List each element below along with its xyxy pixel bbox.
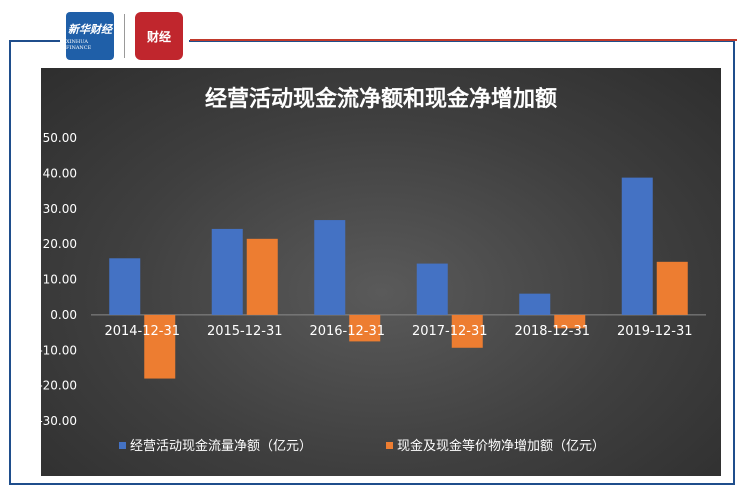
- logo-left-cn: 新华财经: [68, 23, 112, 36]
- y-axis: 50.00 40.00 30.00 20.00 10.00 0.00 -10.00 -20.0…: [41, 131, 706, 428]
- bar-series1: [519, 293, 551, 315]
- bar-series1: [416, 263, 448, 315]
- bar-series2: [144, 314, 176, 379]
- logo-right-cn: 财经: [146, 29, 171, 44]
- bar-series2: [656, 261, 688, 315]
- chart-svg: 经营活动现金流净额和现金净增加额 50.00 40.00 30.00 20.00 10.…: [41, 86, 706, 454]
- bar-series2: [349, 314, 381, 342]
- bar-series2: [554, 314, 586, 329]
- logo-bar: 新华财经 XINHUA FINANCE 财经: [60, 8, 189, 64]
- xinhua-finance-logo: 新华财经 XINHUA FINANCE: [66, 12, 114, 60]
- x-tick-label: 2017-12-31: [412, 324, 488, 339]
- legend: 经营活动现金流量净额（亿元） 现金及现金等价物净增加额（亿元）: [119, 438, 605, 454]
- bar-series2: [451, 314, 483, 348]
- y-tick-label: -20.00: [41, 379, 77, 393]
- legend-swatch: [119, 442, 126, 449]
- y-tick-label: 0.00: [50, 308, 77, 322]
- logo-divider: [124, 14, 125, 58]
- y-tick-label: -30.00: [41, 414, 77, 428]
- x-axis: 2014-12-31 2015-12-31 2016-12-31 2017-12-31…: [104, 324, 692, 339]
- y-tick-label: -10.00: [41, 343, 77, 357]
- frame-accent-line: [190, 39, 737, 41]
- bars: [109, 177, 688, 379]
- y-tick-label: 50.00: [43, 131, 77, 145]
- finance-logo: 财经: [135, 12, 183, 60]
- bar-series2: [246, 238, 278, 315]
- logo-left-en: XINHUA FINANCE: [66, 39, 92, 51]
- legend-label: 现金及现金等价物净增加额（亿元）: [397, 438, 605, 454]
- x-tick-label: 2015-12-31: [207, 324, 283, 339]
- chart-panel: 经营活动现金流净额和现金净增加额 50.00 40.00 30.00 20.00 10.…: [41, 68, 721, 476]
- y-tick-label: 20.00: [43, 237, 77, 251]
- chart-title: 经营活动现金流净额和现金净增加额: [205, 86, 557, 112]
- y-tick-label: 40.00: [43, 166, 77, 180]
- bar-series1: [211, 228, 243, 315]
- y-tick-label: 30.00: [43, 202, 77, 216]
- bar-series1: [621, 177, 653, 315]
- y-tick-label: 10.00: [43, 273, 77, 287]
- outer-frame: [9, 40, 735, 485]
- legend-swatch: [386, 442, 393, 449]
- legend-label: 经营活动现金流量净额（亿元）: [130, 438, 312, 454]
- bar-series1: [109, 258, 141, 315]
- x-tick-label: 2016-12-31: [309, 324, 385, 339]
- bar-series1: [314, 220, 346, 315]
- x-tick-label: 2014-12-31: [104, 324, 180, 339]
- x-tick-label: 2019-12-31: [617, 324, 693, 339]
- x-tick-label: 2018-12-31: [514, 324, 590, 339]
